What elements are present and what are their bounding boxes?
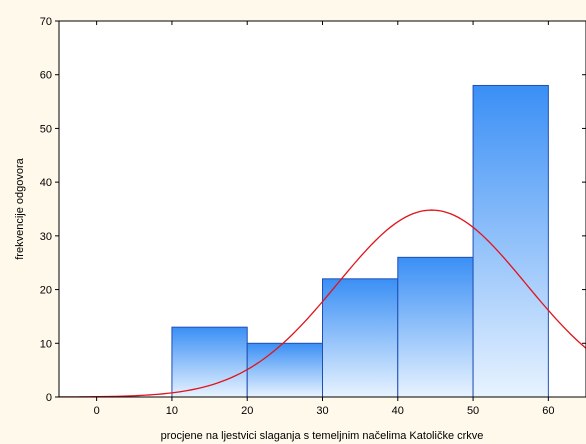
x-tick-label: 60 [542, 405, 554, 417]
y-tick-label: 40 [40, 177, 52, 189]
x-tick-label: 40 [392, 405, 404, 417]
y-tick-label: 70 [40, 16, 52, 28]
x-tick-label: 50 [467, 405, 479, 417]
x-axis-title: procjene na ljestvici slaganja s temeljn… [161, 430, 484, 442]
histogram-bar-0 [172, 327, 247, 397]
x-tick-label: 0 [94, 405, 100, 417]
y-tick-label: 0 [46, 392, 52, 404]
y-tick-label: 50 [40, 123, 52, 135]
histogram-bar-3 [398, 257, 473, 397]
x-tick-label: 30 [316, 405, 328, 417]
x-tick-label: 20 [241, 405, 253, 417]
y-tick-label: 30 [40, 231, 52, 243]
histogram-bar-2 [323, 279, 398, 397]
histogram-bar-4 [473, 85, 548, 397]
histogram-bar-1 [247, 343, 322, 397]
y-axis-title: frekvencije odgovora [14, 157, 26, 259]
x-tick-label: 10 [166, 405, 178, 417]
y-tick-label: 10 [40, 338, 52, 350]
y-tick-label: 60 [40, 70, 52, 82]
y-tick-label: 20 [40, 285, 52, 297]
